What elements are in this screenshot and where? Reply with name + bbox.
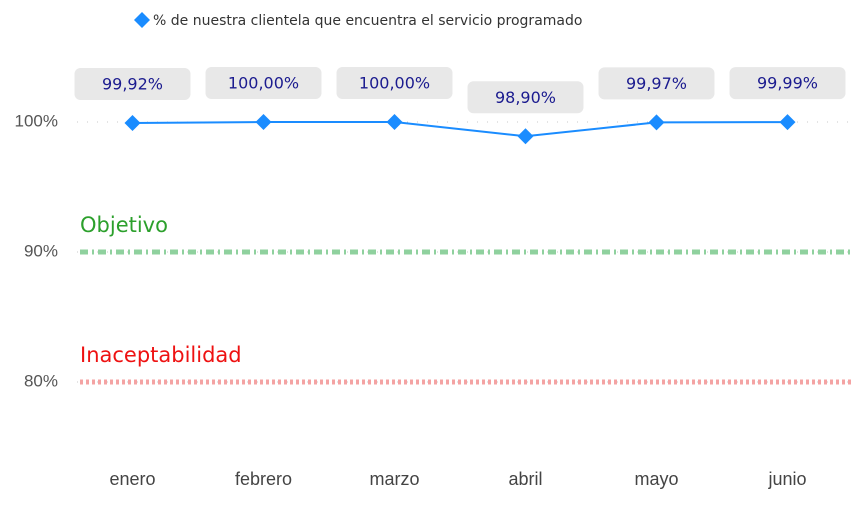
y-tick-label: 80%: [24, 371, 58, 390]
data-point: [386, 114, 403, 130]
data-point: [255, 114, 272, 130]
data-point: [124, 115, 141, 132]
data-label-box: [729, 67, 846, 100]
x-tick-label: febrero: [235, 469, 292, 489]
data-point: [517, 128, 534, 145]
data-point: [779, 114, 796, 131]
data-label-box: [205, 67, 322, 99]
legend-label: % de nuestra clientela que encuentra el …: [153, 13, 582, 29]
data-label-box: [336, 67, 453, 99]
y-tick-label: 90%: [24, 241, 58, 260]
data-label: 99,92%: [102, 75, 163, 94]
x-tick-label: abril: [508, 469, 542, 489]
data-label-box: [467, 81, 584, 114]
data-label-box: [598, 67, 715, 100]
x-tick-label: enero: [109, 469, 155, 489]
legend-marker: [134, 12, 150, 28]
reference-label: Objetivo: [80, 213, 168, 237]
x-tick-label: mayo: [634, 469, 678, 489]
series-line: [132, 121, 788, 138]
x-tick-label: junio: [767, 469, 806, 489]
data-label: 100,00%: [359, 74, 430, 93]
data-label: 99,99%: [757, 74, 818, 93]
data-label-box: [74, 68, 191, 101]
reference-label: Inaceptabilidad: [80, 343, 242, 367]
data-point: [648, 114, 665, 131]
y-tick-label: 100%: [15, 111, 58, 130]
data-label: 99,97%: [626, 74, 687, 93]
x-tick-label: marzo: [369, 469, 419, 489]
data-label: 98,90%: [495, 88, 556, 107]
data-label: 100,00%: [228, 74, 299, 93]
